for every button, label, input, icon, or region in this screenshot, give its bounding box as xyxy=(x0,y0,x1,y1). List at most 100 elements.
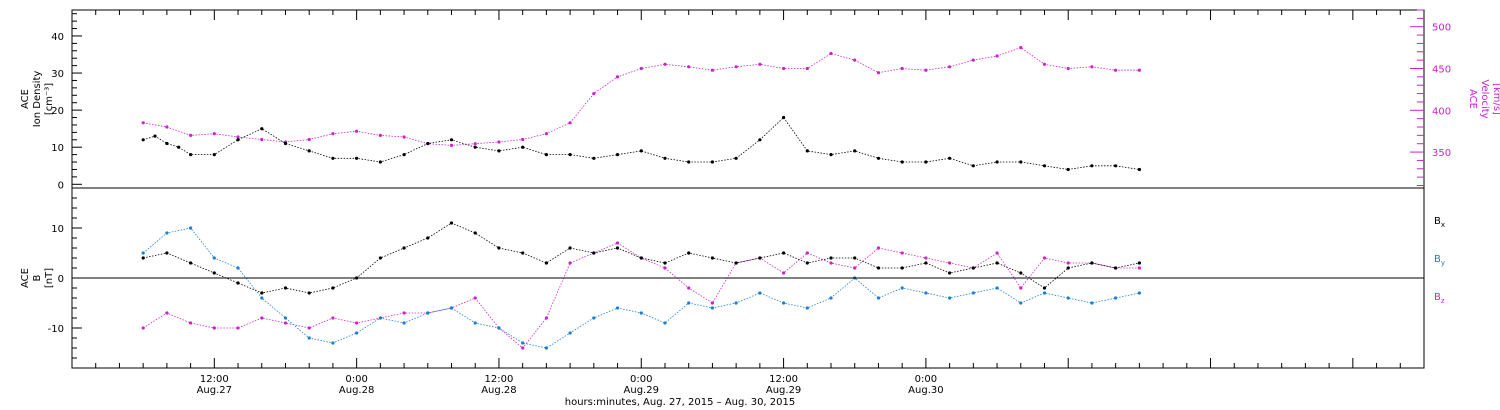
density-point xyxy=(1090,164,1094,168)
velocity-point xyxy=(900,66,904,71)
bx-point xyxy=(924,261,928,265)
x-tick-date: Aug.28 xyxy=(481,385,516,396)
top-panel-marks xyxy=(141,46,1141,172)
velocity-point xyxy=(710,68,715,72)
bz-point xyxy=(236,326,240,330)
bz-point xyxy=(853,266,857,270)
bottom-ytick-label: 10 xyxy=(51,224,64,235)
bz-point xyxy=(283,321,288,325)
bottom-ylabel-line1: ACE xyxy=(20,268,31,288)
by-point xyxy=(1090,301,1094,305)
velocity-trace xyxy=(143,47,1140,146)
density-point xyxy=(1066,167,1070,172)
legend-bz: Bz xyxy=(1434,292,1445,305)
bz-point xyxy=(568,261,572,265)
by-point xyxy=(1042,291,1047,295)
density-point xyxy=(497,149,501,153)
x-tick-date: Aug.27 xyxy=(197,385,232,396)
bz-point xyxy=(876,246,881,250)
density-point xyxy=(1042,164,1047,168)
velocity-point xyxy=(924,68,928,72)
density-point xyxy=(615,153,620,157)
top-ylabel-line1: ACE xyxy=(20,89,31,109)
x-tick-time: 12:00 xyxy=(200,374,229,385)
bx-point xyxy=(189,261,193,265)
bx-point xyxy=(971,266,975,270)
bottom-panel-marks xyxy=(141,221,1141,350)
bx-point xyxy=(782,251,786,255)
top-ytick-label: 10 xyxy=(51,143,64,154)
by-point xyxy=(426,311,430,315)
top-ytick-label: 40 xyxy=(51,32,64,43)
density-point xyxy=(568,153,572,157)
density-point xyxy=(283,141,288,146)
x-tick-date: Aug.29 xyxy=(766,385,801,396)
legend-bx: Bx xyxy=(1434,216,1445,229)
top-ylabel-line3: [cm⁻³] xyxy=(44,83,55,115)
top-panel-frame xyxy=(71,9,1425,189)
bx-point xyxy=(639,256,643,260)
top-y2tick-label: 500 xyxy=(1432,23,1451,34)
bx-point xyxy=(141,256,145,260)
x-tick-time: 0:00 xyxy=(345,374,367,385)
velocity-point xyxy=(687,65,691,69)
top-y2label-line2: Velocity xyxy=(1479,79,1490,118)
axes-layer: 010203040350400450500-1001012:00Aug.270:… xyxy=(48,9,1451,396)
top-y2label-line3: [km/s] xyxy=(1491,83,1500,115)
x-tick-date: Aug.29 xyxy=(624,385,659,396)
top-y2tick-label: 350 xyxy=(1432,148,1451,159)
velocity-point xyxy=(639,66,643,71)
velocity-point xyxy=(948,65,952,69)
velocity-point xyxy=(876,71,881,75)
bx-point xyxy=(1066,266,1070,270)
bottom-ytick-label: 0 xyxy=(58,274,64,285)
density-point xyxy=(948,156,952,160)
density-point xyxy=(876,156,881,160)
bx-point xyxy=(331,286,335,290)
density-point xyxy=(521,145,525,149)
density-point xyxy=(402,153,406,157)
bz-point xyxy=(1066,261,1070,265)
bz-point xyxy=(260,316,264,320)
bottom-ytick-label: -10 xyxy=(48,324,64,335)
bx-point xyxy=(663,261,667,265)
bz-point xyxy=(307,326,311,330)
velocity-point xyxy=(734,65,738,69)
velocity-point xyxy=(141,121,145,125)
x-tick-date: Aug.28 xyxy=(339,385,374,396)
top-y2tick-label: 450 xyxy=(1432,64,1451,75)
velocity-point xyxy=(758,62,762,66)
x-tick-time: 0:00 xyxy=(630,374,652,385)
by-point xyxy=(1137,291,1141,295)
density-point xyxy=(1137,167,1141,172)
x-tick-time: 12:00 xyxy=(485,374,514,385)
bx-point xyxy=(900,266,904,270)
bx-point xyxy=(758,256,762,260)
bx-point xyxy=(307,291,311,295)
bz-point xyxy=(141,326,145,330)
velocity-point xyxy=(1019,46,1023,50)
bz-point xyxy=(615,241,620,245)
x-tick-time: 0:00 xyxy=(915,374,937,385)
top-y2tick-label: 400 xyxy=(1432,106,1451,117)
by-trace xyxy=(142,227,1140,349)
density-point xyxy=(900,160,904,164)
bz-point xyxy=(544,316,549,320)
top-ytick-label: 30 xyxy=(51,69,64,80)
density-point xyxy=(544,153,549,157)
top-ytick-label: 0 xyxy=(58,180,64,191)
velocity-point xyxy=(853,58,857,62)
by-point xyxy=(1114,296,1118,300)
bz-point xyxy=(189,321,193,325)
density-point xyxy=(141,138,145,142)
top-ylabel-line2: Ion Density xyxy=(32,71,43,128)
density-trace xyxy=(143,116,1140,170)
bx-point xyxy=(1090,261,1094,265)
by-point xyxy=(971,291,975,295)
legend-by: By xyxy=(1434,254,1445,267)
legend: Bx By Bz xyxy=(1434,216,1445,305)
bx-point xyxy=(876,266,881,270)
density-point xyxy=(473,145,477,149)
bx-point xyxy=(995,261,999,265)
